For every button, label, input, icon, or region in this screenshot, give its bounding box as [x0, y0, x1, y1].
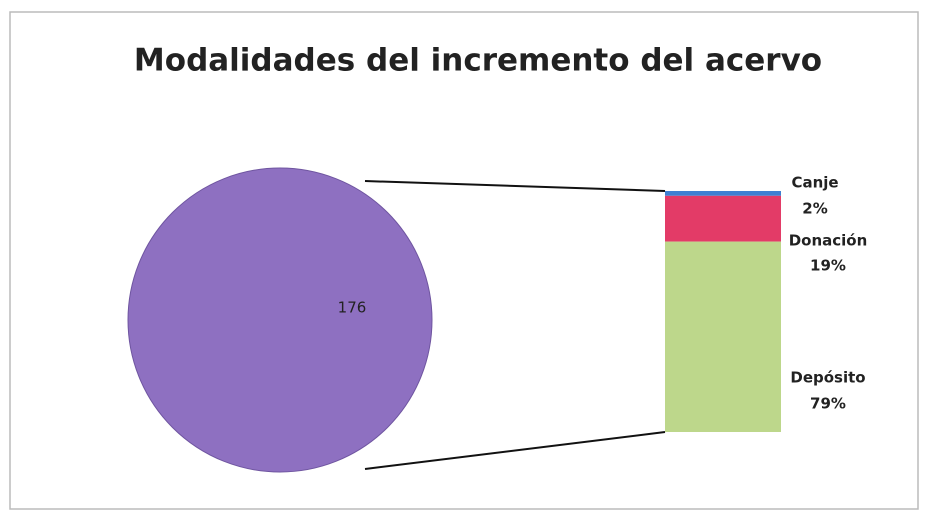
segment-value: 79% — [810, 395, 846, 413]
bar-segment — [665, 195, 781, 242]
data-label: 176 — [338, 299, 367, 317]
segment-name: Depósito — [790, 369, 865, 387]
chart-title: Modalidades del incremento del acervo — [134, 43, 822, 79]
connector — [364, 431, 666, 470]
segment-value: 19% — [810, 257, 846, 275]
bar-segment — [665, 241, 781, 432]
segment-name: Donación — [789, 232, 868, 250]
segment-name: Canje — [791, 174, 838, 192]
connector — [364, 180, 666, 192]
bar-segment — [665, 191, 781, 196]
pie-slice — [127, 167, 433, 473]
segment-value: 2% — [802, 200, 827, 218]
